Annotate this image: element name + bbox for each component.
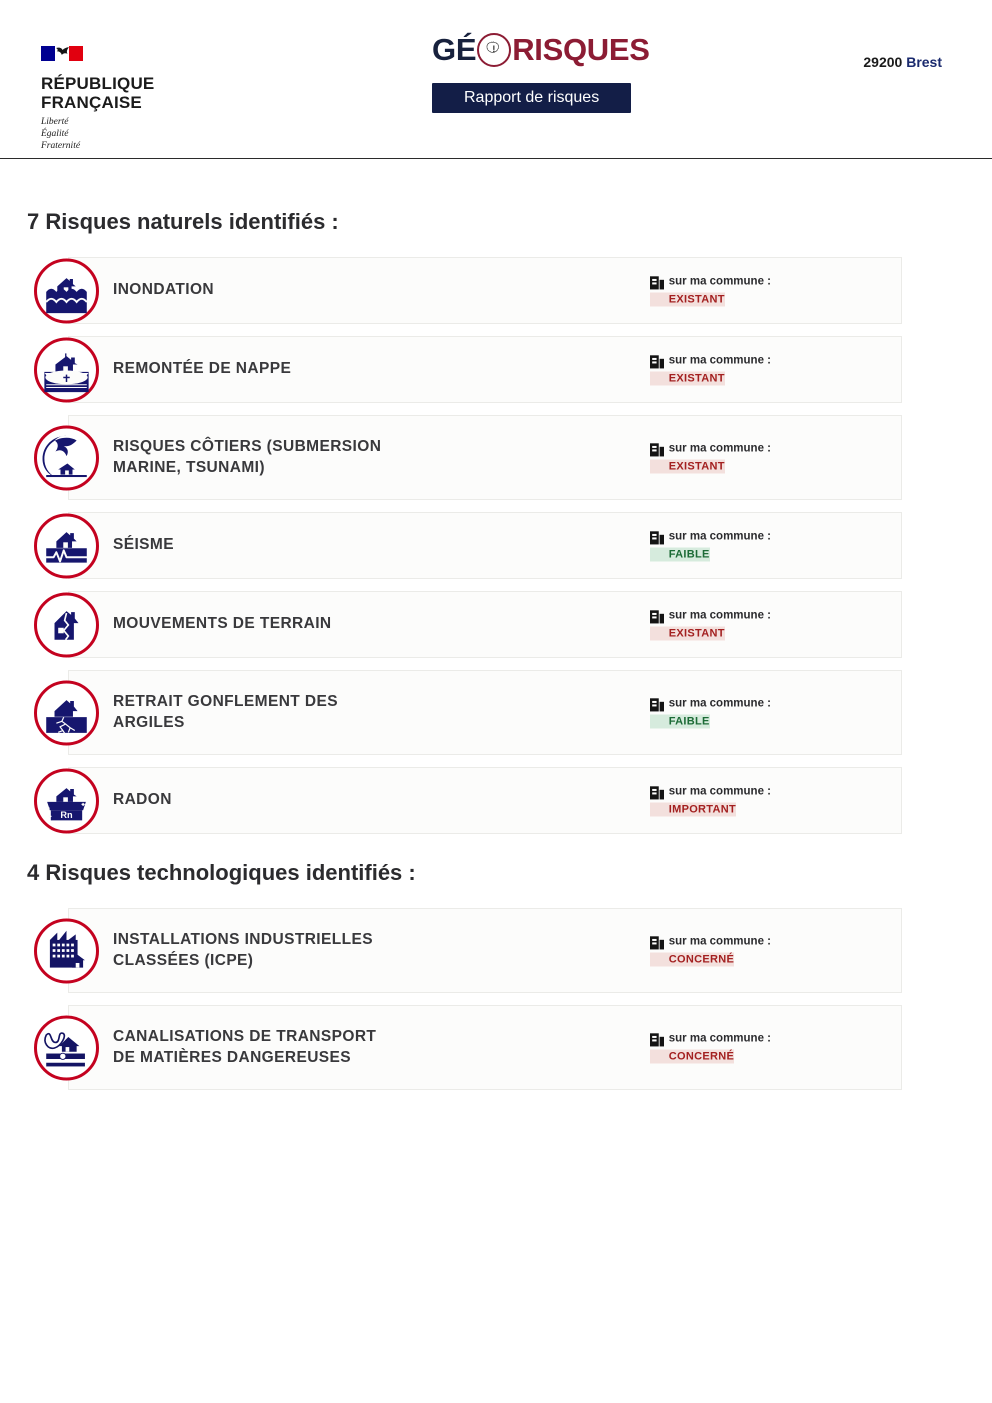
svg-text:Rn: Rn <box>60 810 73 820</box>
